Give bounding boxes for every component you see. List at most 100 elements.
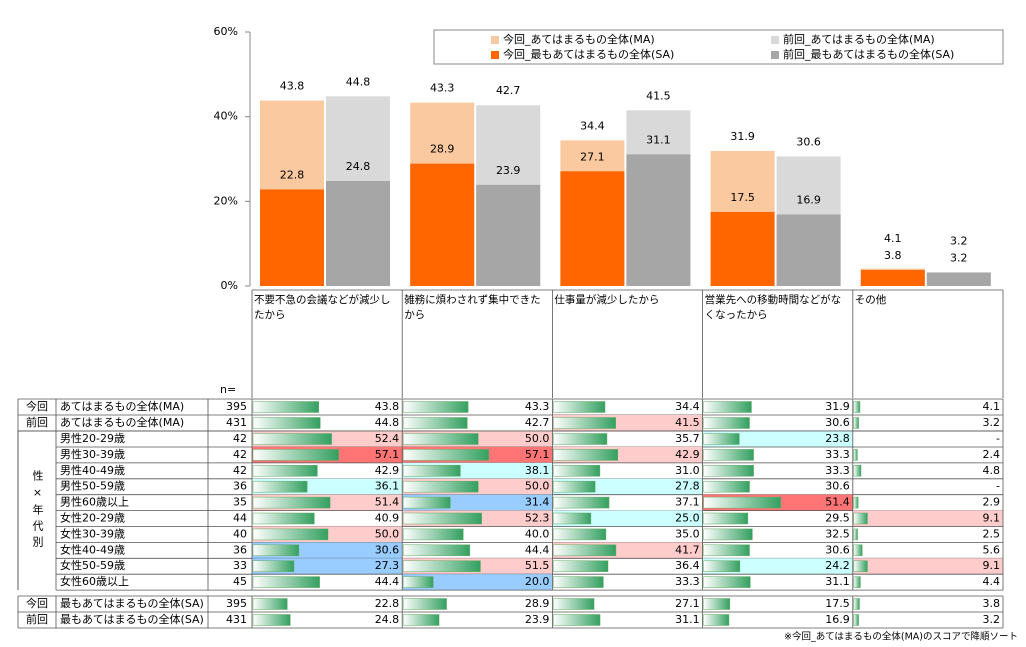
bar bbox=[860, 269, 925, 286]
mini-bar bbox=[853, 401, 861, 413]
mini-bar bbox=[252, 401, 319, 413]
mini-bar bbox=[553, 496, 610, 509]
mini-bar bbox=[703, 544, 750, 557]
row-n: 44 bbox=[233, 512, 247, 525]
value-label: 41.5 bbox=[646, 89, 671, 102]
cell-value: 57.1 bbox=[375, 448, 400, 461]
row-label: 男性20-29歳 bbox=[60, 431, 125, 445]
row-label: 女性30-39歳 bbox=[60, 526, 125, 540]
legend-swatch bbox=[771, 36, 779, 44]
cell-value: 33.3 bbox=[675, 575, 700, 588]
mini-bar bbox=[853, 449, 858, 461]
row-n: 395 bbox=[226, 597, 247, 610]
cell-value: 43.3 bbox=[525, 400, 550, 413]
cell-value: 42.9 bbox=[675, 448, 700, 461]
mini-bar bbox=[703, 465, 754, 477]
cell-value: 3.8 bbox=[983, 597, 1001, 610]
row-label: 女性20-29歳 bbox=[60, 511, 125, 525]
row-label: 女性40-49歳 bbox=[60, 542, 125, 556]
mini-bar bbox=[402, 401, 469, 413]
row-n: 431 bbox=[226, 613, 247, 626]
cell-value: 51.5 bbox=[525, 559, 550, 572]
cell-value: 22.8 bbox=[375, 597, 400, 610]
mini-bar bbox=[402, 598, 447, 610]
cell-value: 52.4 bbox=[375, 432, 400, 445]
n-header: n= bbox=[220, 383, 236, 396]
cell-value: 35.7 bbox=[675, 432, 700, 445]
mini-bar bbox=[553, 560, 609, 572]
bar bbox=[626, 154, 691, 286]
value-label: 3.2 bbox=[950, 234, 968, 247]
mini-bar bbox=[252, 449, 339, 461]
cell-value: 2.4 bbox=[983, 448, 1001, 461]
cell-value: 27.3 bbox=[375, 559, 400, 572]
value-label: 3.2 bbox=[950, 251, 968, 264]
cell-value: 2.9 bbox=[983, 496, 1001, 509]
cell-value: 50.0 bbox=[525, 480, 550, 493]
mini-bar bbox=[553, 465, 601, 477]
cell-value: 23.9 bbox=[525, 613, 550, 626]
mini-bar bbox=[853, 560, 868, 572]
cell-value: 24.2 bbox=[825, 559, 850, 572]
cell-value: 36.1 bbox=[375, 480, 400, 493]
mini-bar bbox=[252, 480, 308, 493]
mini-bar bbox=[553, 576, 604, 588]
row-n: 395 bbox=[226, 400, 247, 413]
column-header: 仕事量が減少したから bbox=[554, 294, 659, 306]
mini-bar bbox=[252, 576, 320, 588]
value-label: 4.1 bbox=[884, 232, 902, 245]
y-tick-label: 20% bbox=[214, 194, 238, 207]
cell-highlight bbox=[852, 510, 1003, 527]
cell-value: 34.4 bbox=[675, 400, 700, 413]
cell-value: - bbox=[996, 432, 1000, 445]
row-label: あてはまるもの全体(MA) bbox=[60, 399, 184, 413]
cell-value: 16.9 bbox=[825, 613, 850, 626]
mini-bar bbox=[252, 496, 331, 509]
cell-value: 35.0 bbox=[675, 527, 700, 540]
mini-bar bbox=[402, 614, 440, 626]
mini-bar bbox=[703, 480, 750, 493]
mini-bar bbox=[402, 496, 451, 509]
cell-value: 50.0 bbox=[525, 432, 550, 445]
mini-bar bbox=[853, 465, 862, 477]
cell-value: 5.6 bbox=[983, 543, 1001, 556]
bar bbox=[260, 189, 324, 286]
legend-label: 前回_あてはまるもの全体(MA) bbox=[783, 32, 935, 46]
mini-bar bbox=[703, 401, 752, 413]
cell-highlight bbox=[402, 574, 553, 591]
value-label: 3.8 bbox=[884, 249, 902, 262]
mini-bar bbox=[853, 512, 868, 525]
row-period: 前回 bbox=[26, 612, 48, 626]
value-label: 24.8 bbox=[346, 160, 371, 173]
cell-value: 20.0 bbox=[525, 575, 550, 588]
cell-value: 28.9 bbox=[525, 597, 550, 610]
row-n: 36 bbox=[233, 543, 247, 556]
column-header: 営業先への移動時間などがなくなったから bbox=[705, 294, 842, 321]
mini-bar bbox=[703, 614, 730, 626]
cell-value: 43.8 bbox=[375, 400, 400, 413]
row-n: 42 bbox=[233, 464, 247, 477]
cell-value: 36.4 bbox=[675, 559, 700, 572]
mini-bar bbox=[252, 560, 295, 572]
cell-value: 33.3 bbox=[825, 464, 850, 477]
cell-value: 31.1 bbox=[825, 575, 850, 588]
mini-bar bbox=[402, 528, 464, 541]
mini-bar bbox=[402, 560, 481, 572]
mini-bar bbox=[703, 512, 749, 525]
mini-bar bbox=[402, 417, 468, 429]
row-n: 42 bbox=[233, 432, 247, 445]
cell-value: 42.7 bbox=[525, 416, 550, 429]
row-label: 最もあてはまるもの全体(SA) bbox=[60, 596, 204, 610]
mini-bar bbox=[553, 480, 596, 493]
mini-bar bbox=[252, 465, 318, 477]
cell-value: 51.4 bbox=[375, 496, 400, 509]
note: ※今回_あてはまるもの全体(MA)のスコアで降順ソート bbox=[784, 631, 1018, 643]
bar bbox=[476, 184, 541, 286]
cell-value: 52.3 bbox=[525, 512, 550, 525]
cell-highlight bbox=[702, 431, 853, 447]
mini-bar bbox=[553, 401, 606, 413]
cell-value: - bbox=[996, 480, 1000, 493]
cell-value: 30.6 bbox=[825, 543, 850, 556]
row-label: 男性40-49歳 bbox=[60, 463, 125, 477]
cell-value: 2.5 bbox=[983, 527, 1001, 540]
